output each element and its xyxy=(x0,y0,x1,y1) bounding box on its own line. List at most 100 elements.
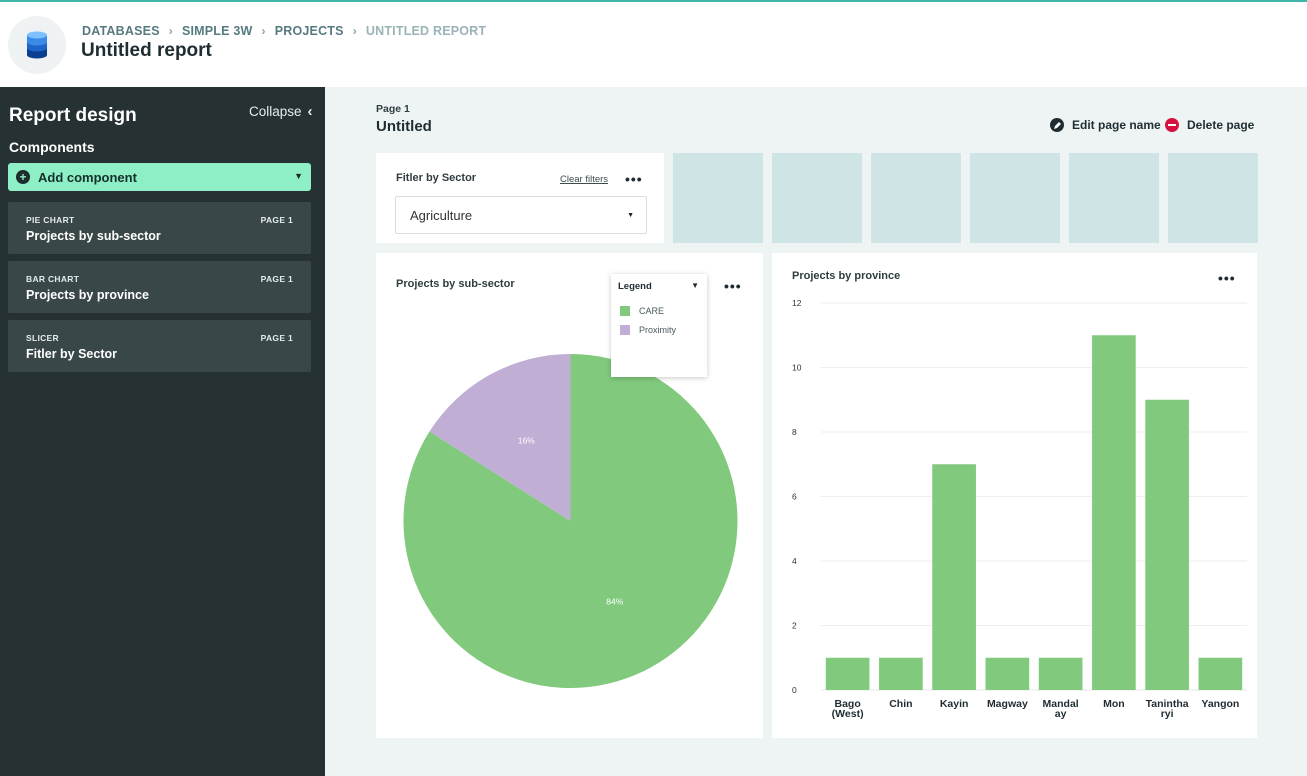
bar[interactable] xyxy=(932,464,976,690)
y-tick-label: 2 xyxy=(792,621,797,631)
pie-chart: 84% 16% xyxy=(403,354,738,688)
y-tick-label: 12 xyxy=(792,298,802,308)
page-label: Page 1 xyxy=(376,103,410,115)
bar[interactable] xyxy=(825,657,870,690)
y-tick-label: 4 xyxy=(792,556,797,566)
component-type: PIE CHART xyxy=(26,215,75,225)
bar-chart-title: Projects by province xyxy=(792,270,901,282)
x-tick-label: Mon xyxy=(1103,698,1125,710)
page-name: Untitled xyxy=(376,118,432,135)
breadcrumb-databases[interactable]: DATABASES xyxy=(82,24,160,38)
x-tick-label: ay xyxy=(1055,708,1067,720)
delete-page-button[interactable]: Delete page xyxy=(1165,118,1254,132)
plus-icon: + xyxy=(16,170,30,184)
edit-page-name-label: Edit page name xyxy=(1072,118,1161,132)
chevron-right-icon: › xyxy=(261,24,266,38)
caret-down-icon[interactable]: ▼ xyxy=(691,281,699,290)
legend-panel: Legend ▼ CARE Proximity xyxy=(611,274,707,377)
legend-swatch xyxy=(620,306,630,316)
bar[interactable] xyxy=(1145,399,1189,690)
bar-chart-card: Projects by province ••• 0 2 4 6 8 10 12 Bago (W… xyxy=(772,253,1257,738)
component-name: Projects by sub-sector xyxy=(26,229,161,243)
x-tick-label: Chin xyxy=(889,698,912,710)
slicer-title: Fitler by Sector xyxy=(396,172,477,184)
legend-label: Proximity xyxy=(639,325,677,335)
x-tick-label: Tanintha xyxy=(1146,698,1189,710)
pencil-icon xyxy=(1050,118,1064,132)
x-tick-label: Bago xyxy=(835,698,861,710)
edit-page-name-button[interactable]: Edit page name xyxy=(1050,118,1161,132)
slicer-card: Fitler by Sector Clear filters ••• Agric… xyxy=(376,153,664,243)
component-item-slicer[interactable]: SLICER PAGE 1 Fitler by Sector xyxy=(8,320,311,372)
delete-page-label: Delete page xyxy=(1187,118,1255,132)
empty-placeholder-slot xyxy=(871,153,961,243)
pie-slice-proximity[interactable] xyxy=(429,354,571,521)
chevron-right-icon: › xyxy=(168,24,173,38)
breadcrumb-database[interactable]: SIMPLE 3W xyxy=(181,24,253,38)
sidebar-title: Report design xyxy=(9,105,137,126)
empty-placeholder-slot xyxy=(970,153,1060,243)
legend-label: CARE xyxy=(639,306,665,316)
y-tick-label: 10 xyxy=(792,363,802,373)
bar[interactable] xyxy=(879,657,923,690)
sector-select[interactable]: Agriculture ▼ xyxy=(395,196,647,234)
empty-placeholder-slot xyxy=(1069,153,1159,243)
add-component-label: Add component xyxy=(38,169,137,185)
component-type: SLICER xyxy=(26,333,59,343)
clear-filters-link[interactable]: Clear filters xyxy=(560,174,609,185)
caret-down-icon: ▼ xyxy=(627,212,634,219)
legend-swatch xyxy=(620,325,630,335)
pie-slice-label: 84% xyxy=(606,596,623,606)
empty-placeholder-slot xyxy=(772,153,862,243)
pie-slice-label: 16% xyxy=(518,436,535,446)
header: DATABASES › SIMPLE 3W › PROJECTS › UNTIT… xyxy=(0,2,1307,87)
legend-item-care: CARE xyxy=(620,306,664,316)
component-type: BAR CHART xyxy=(26,274,80,284)
add-component-button[interactable]: + Add component ▼ xyxy=(8,163,311,191)
caret-down-icon: ▼ xyxy=(294,171,303,181)
page-title: Untitled report xyxy=(81,40,212,61)
bar[interactable] xyxy=(985,657,1030,690)
component-item-bar-chart[interactable]: BAR CHART PAGE 1 Projects by province xyxy=(8,261,311,313)
breadcrumb-form[interactable]: PROJECTS xyxy=(274,24,344,38)
legend-title: Legend xyxy=(618,281,652,292)
collapse-button[interactable]: Collapse ‹ xyxy=(249,103,313,120)
component-item-pie-chart[interactable]: PIE CHART PAGE 1 Projects by sub-sector xyxy=(8,202,311,254)
component-name: Projects by province xyxy=(26,288,149,302)
chevron-left-icon: ‹ xyxy=(307,103,313,120)
x-tick-label: Magway xyxy=(987,698,1028,710)
pie-chart-title: Projects by sub-sector xyxy=(396,278,515,290)
empty-placeholder-slot xyxy=(1168,153,1258,243)
component-page: PAGE 1 xyxy=(260,274,293,284)
report-design-sidebar: Report design Collapse ‹ Components + Ad… xyxy=(0,87,325,776)
top-accent-line xyxy=(0,0,1307,2)
more-options-icon[interactable]: ••• xyxy=(1218,270,1236,286)
components-heading: Components xyxy=(9,139,95,155)
more-options-icon[interactable]: ••• xyxy=(724,278,742,294)
component-page: PAGE 1 xyxy=(260,333,293,343)
y-tick-label: 8 xyxy=(792,427,797,437)
component-name: Fitler by Sector xyxy=(26,347,117,361)
breadcrumb-current: UNTITLED REPORT xyxy=(365,24,487,38)
sector-select-value: Agriculture xyxy=(410,207,473,223)
bar[interactable] xyxy=(1198,657,1243,690)
collapse-label: Collapse xyxy=(249,104,302,119)
y-tick-label: 6 xyxy=(792,492,797,502)
x-tick-label: Kayin xyxy=(940,698,969,710)
bar-chart: 0 2 4 6 8 10 12 Bago(West) Chin Kayin Magway Mandal… xyxy=(792,298,1247,720)
legend-item-proximity: Proximity xyxy=(620,325,676,335)
minus-circle-icon xyxy=(1165,118,1179,132)
x-tick-label: ryi xyxy=(1161,708,1174,720)
x-tick-label: Mandal xyxy=(1043,698,1079,710)
breadcrumb: DATABASES › SIMPLE 3W › PROJECTS › UNTIT… xyxy=(82,24,486,38)
empty-placeholder-slot xyxy=(673,153,763,243)
component-page: PAGE 1 xyxy=(260,215,293,225)
bar[interactable] xyxy=(1092,335,1136,690)
database-icon xyxy=(8,16,66,74)
y-tick-label: 0 xyxy=(792,685,797,695)
bar[interactable] xyxy=(1038,657,1083,690)
x-tick-label: Yangon xyxy=(1201,698,1239,710)
x-tick-label: (West) xyxy=(832,708,864,720)
chevron-right-icon: › xyxy=(352,24,357,38)
more-options-icon[interactable]: ••• xyxy=(625,171,643,187)
